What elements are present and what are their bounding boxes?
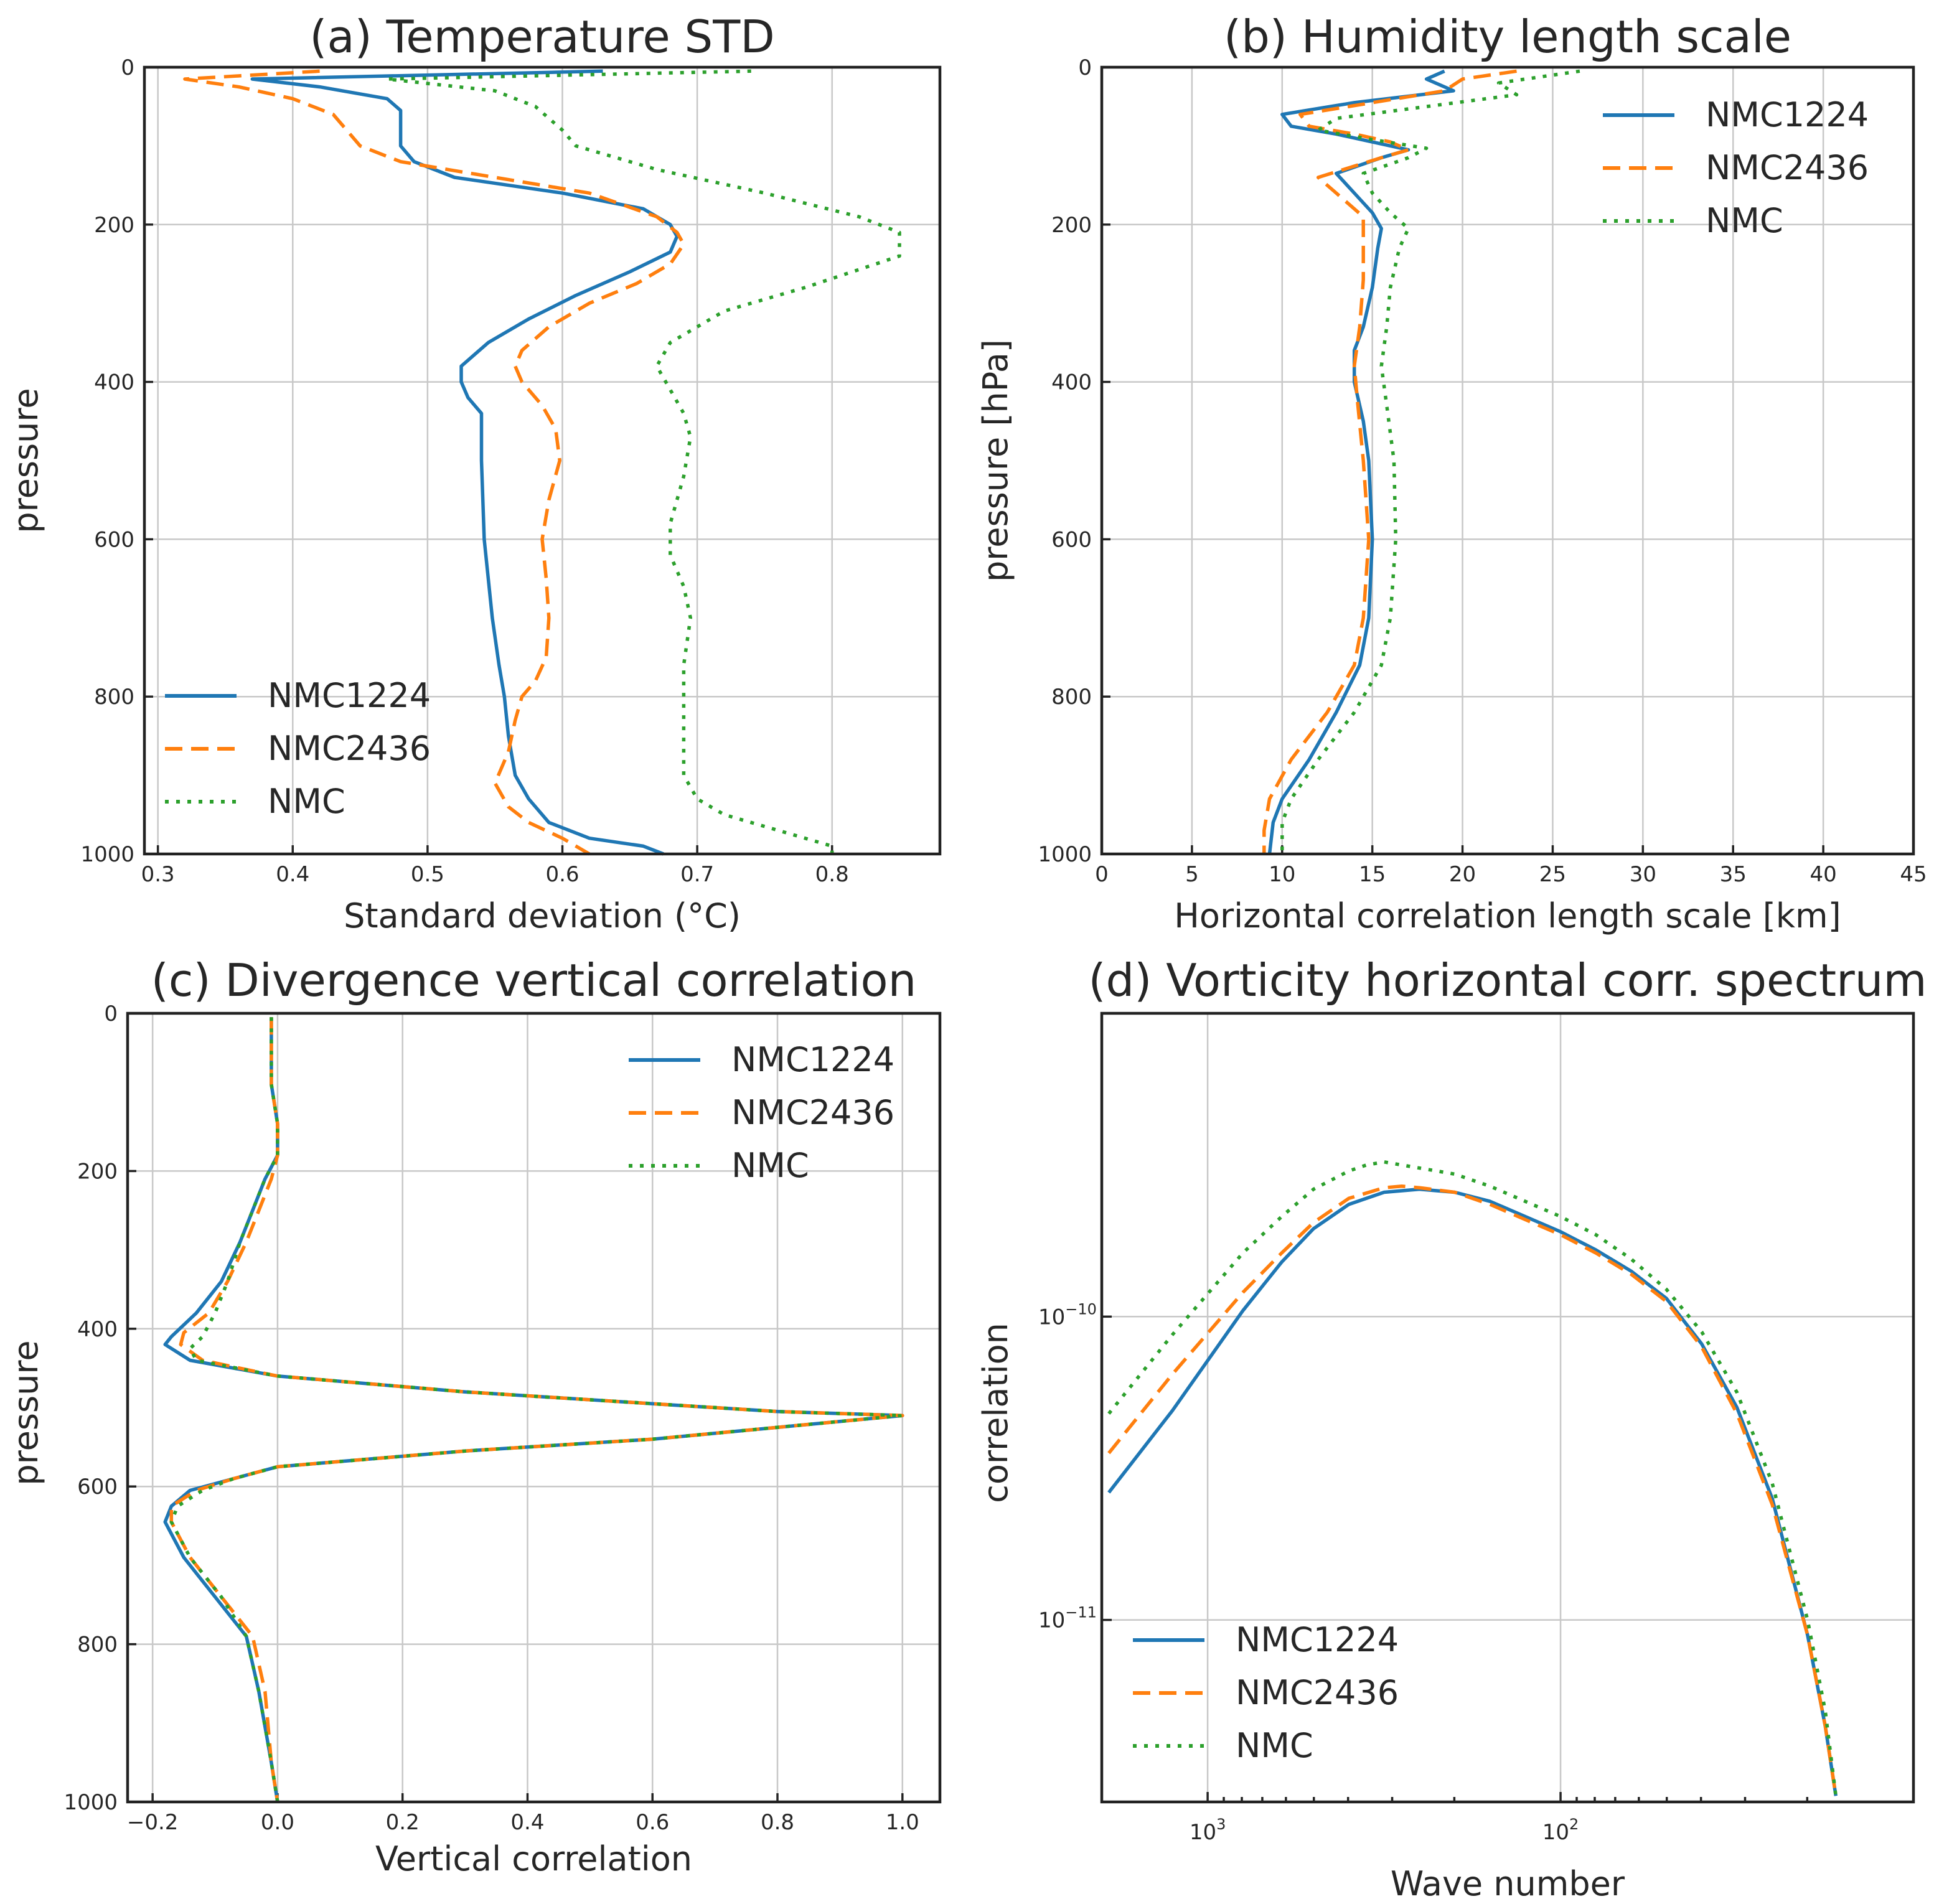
plot-frame xyxy=(126,1011,942,1804)
x-axis-label: Standard deviation (°C) xyxy=(344,896,741,936)
x-tick-label: 0.0 xyxy=(261,1810,294,1835)
x-tick-label: 0.5 xyxy=(411,862,444,887)
series-line-nmc1224 xyxy=(163,1017,904,1803)
panel-title: (c) Divergence vertical correlation xyxy=(151,954,916,1006)
x-tick-label: 10 xyxy=(1269,862,1295,887)
series-line-nmc2436 xyxy=(1107,1184,1838,1796)
y-tick-label: 600 xyxy=(94,527,134,552)
x-tick-label: 102 xyxy=(1542,1816,1579,1845)
tick-label-base: 10 xyxy=(1542,1820,1569,1845)
series-line-nmc2436 xyxy=(169,1017,904,1803)
legend-label-nmc: NMC xyxy=(1706,201,1783,240)
series-line-nmc1224 xyxy=(1267,69,1455,855)
y-axis-label: pressure [hPa] xyxy=(976,339,1015,582)
panel-humidity-length-scale: 0 5 10 15 20 25 30 35 40 45 0 200 400 600 800 1000 (b) H… xyxy=(976,11,1927,936)
tick-label-base: 10 xyxy=(1190,1820,1216,1845)
plot-frame xyxy=(1100,1011,1915,1804)
x-axis-label: Horizontal correlation length scale [km] xyxy=(1174,896,1841,936)
y-tick-label: 200 xyxy=(77,1159,118,1184)
legend-label-nmc2436: NMC2436 xyxy=(1236,1673,1399,1712)
x-tick-label: 20 xyxy=(1449,862,1476,887)
x-tick-label: 0.6 xyxy=(545,862,579,887)
x-tick-label: 0.6 xyxy=(636,1810,669,1835)
tick-label-exponent: 2 xyxy=(1569,1816,1579,1833)
x-tick-label: 0.4 xyxy=(510,1810,544,1835)
series-line-nmc2436 xyxy=(183,69,686,856)
legend-label-nmc2436: NMC2436 xyxy=(1706,148,1869,187)
y-tick-label: 800 xyxy=(1051,685,1092,710)
y-axis-label: pressure xyxy=(6,388,45,533)
plot-frame xyxy=(143,65,942,856)
tick-label-exponent: 3 xyxy=(1216,1816,1226,1833)
y-axis-label: pressure xyxy=(6,1340,45,1485)
panel-title: (b) Humidity length scale xyxy=(1224,11,1791,63)
x-tick-label: −0.2 xyxy=(127,1810,179,1835)
tick-label-exponent: −11 xyxy=(1065,1604,1097,1621)
y-tick-label: 0 xyxy=(1078,55,1092,80)
x-tick-label: 0.8 xyxy=(815,862,849,887)
y-tick-label: 400 xyxy=(77,1317,118,1342)
legend-label-nmc1224: NMC1224 xyxy=(1706,95,1869,134)
legend-label-nmc2436: NMC2436 xyxy=(268,729,431,768)
panel-temperature-std: 0.3 0.4 0.5 0.6 0.7 0.8 0 200 400 600 800 1000 (a) T… xyxy=(6,11,942,936)
series-line-nmc2436 xyxy=(1262,69,1517,854)
y-tick-label: 800 xyxy=(77,1633,118,1658)
series-line-nmc xyxy=(1280,69,1580,854)
x-tick-label: 0.8 xyxy=(761,1810,794,1835)
plot-frame xyxy=(1100,65,1915,856)
y-tick-label: 200 xyxy=(94,213,134,238)
y-tick-label: 1000 xyxy=(63,1790,118,1815)
legend-label-nmc: NMC xyxy=(731,1146,809,1185)
x-axis-label: Wave number xyxy=(1391,1864,1625,1903)
x-tick-label: 0 xyxy=(1095,862,1109,887)
y-tick-label: 600 xyxy=(77,1475,118,1499)
x-tick-label: 40 xyxy=(1810,862,1836,887)
y-tick-label: 10−11 xyxy=(1038,1604,1097,1633)
panel-divergence-vertical-correlation: −0.2 0.0 0.2 0.4 0.6 0.8 1.0 0 200 400 600 800 1000 (… xyxy=(6,954,942,1878)
y-tick-label: 600 xyxy=(1051,527,1092,552)
series-line-nmc xyxy=(1107,1160,1838,1796)
y-tick-label: 200 xyxy=(1051,213,1092,238)
y-tick-label: 800 xyxy=(94,685,134,710)
legend-label-nmc1224: NMC1224 xyxy=(1236,1620,1399,1659)
y-tick-label: 400 xyxy=(1051,370,1092,395)
x-tick-label: 0.3 xyxy=(141,862,175,887)
x-tick-label: 30 xyxy=(1630,862,1656,887)
legend-label-nmc2436: NMC2436 xyxy=(731,1093,894,1132)
x-tick-label: 25 xyxy=(1539,862,1566,887)
series-line-nmc xyxy=(169,1017,904,1803)
y-tick-label: 400 xyxy=(94,370,134,395)
legend-label-nmc: NMC xyxy=(268,782,345,821)
series-line-nmc1224 xyxy=(250,69,679,856)
legend-label-nmc: NMC xyxy=(1236,1726,1313,1765)
tick-label-base: 10 xyxy=(1038,1305,1065,1330)
x-tick-label: 0.4 xyxy=(276,862,309,887)
y-tick-label: 1000 xyxy=(80,842,134,867)
x-tick-label: 1.0 xyxy=(886,1810,919,1835)
tick-label-exponent: −10 xyxy=(1065,1300,1097,1318)
x-tick-label: 0.2 xyxy=(386,1810,420,1835)
legend-label-nmc1224: NMC1224 xyxy=(268,676,431,715)
x-tick-label: 45 xyxy=(1900,862,1927,887)
x-axis-label: Vertical correlation xyxy=(375,1839,692,1878)
y-tick-label: 1000 xyxy=(1038,842,1092,867)
x-tick-label: 5 xyxy=(1185,862,1199,887)
y-tick-label: 0 xyxy=(121,55,134,80)
y-tick-label: 0 xyxy=(104,1001,118,1026)
tick-label-base: 10 xyxy=(1038,1608,1065,1633)
x-tick-label: 103 xyxy=(1190,1816,1226,1845)
y-tick-label: 10−10 xyxy=(1038,1300,1097,1330)
series-line-nmc1224 xyxy=(1107,1187,1838,1796)
x-tick-label: 15 xyxy=(1359,862,1386,887)
y-axis-label: correlation xyxy=(976,1323,1015,1503)
x-tick-label: 0.7 xyxy=(680,862,714,887)
panel-title: (a) Temperature STD xyxy=(309,11,774,63)
series-line-nmc xyxy=(385,69,901,854)
legend-label-nmc1224: NMC1224 xyxy=(731,1040,894,1079)
panel-title: (d) Vorticity horizontal corr. spectrum xyxy=(1088,954,1927,1006)
x-tick-label: 35 xyxy=(1720,862,1747,887)
